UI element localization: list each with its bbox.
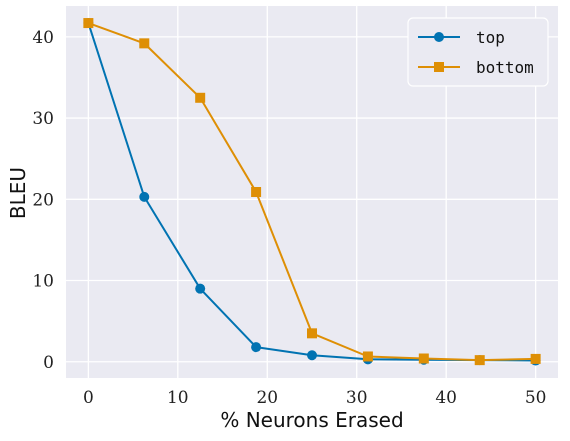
legend-label-bottom: bottom [476, 58, 534, 77]
y-axis-label: BLEU [6, 167, 30, 219]
x-tick-label: 30 [346, 388, 368, 408]
data-point-top [139, 191, 150, 202]
data-point-top [307, 350, 317, 361]
data-point-bottom [362, 351, 373, 362]
legend-marker-top [434, 32, 444, 42]
series-layer [83, 18, 541, 366]
legend-label-top: top [476, 28, 505, 47]
y-tick-label: 30 [32, 109, 54, 129]
y-tick-labels: 0 10 20 30 40 [32, 28, 54, 373]
data-point-bottom [418, 353, 429, 364]
x-tick-label: 10 [167, 388, 189, 408]
y-tick-label: 40 [32, 28, 54, 48]
x-tick-label: 20 [256, 388, 278, 408]
data-point-bottom [139, 38, 150, 49]
legend: top bottom [407, 17, 549, 87]
x-tick-label: 40 [435, 388, 457, 408]
x-axis-label: % Neurons Erased [220, 408, 403, 432]
data-point-bottom [251, 187, 262, 197]
data-point-top [251, 342, 262, 353]
x-tick-labels: 0 10 20 30 40 50 [83, 388, 547, 408]
data-point-top [195, 283, 206, 294]
y-tick-label: 0 [43, 353, 54, 373]
y-tick-label: 20 [32, 190, 54, 210]
data-point-bottom [474, 355, 485, 366]
data-point-bottom [195, 92, 206, 103]
x-tick-label: 50 [525, 388, 547, 408]
legend-marker-bottom [434, 62, 444, 72]
x-tick-label: 0 [83, 388, 94, 408]
data-point-bottom [83, 18, 94, 29]
data-point-bottom [530, 353, 541, 364]
data-point-bottom [307, 328, 317, 339]
y-tick-label: 10 [32, 272, 54, 292]
